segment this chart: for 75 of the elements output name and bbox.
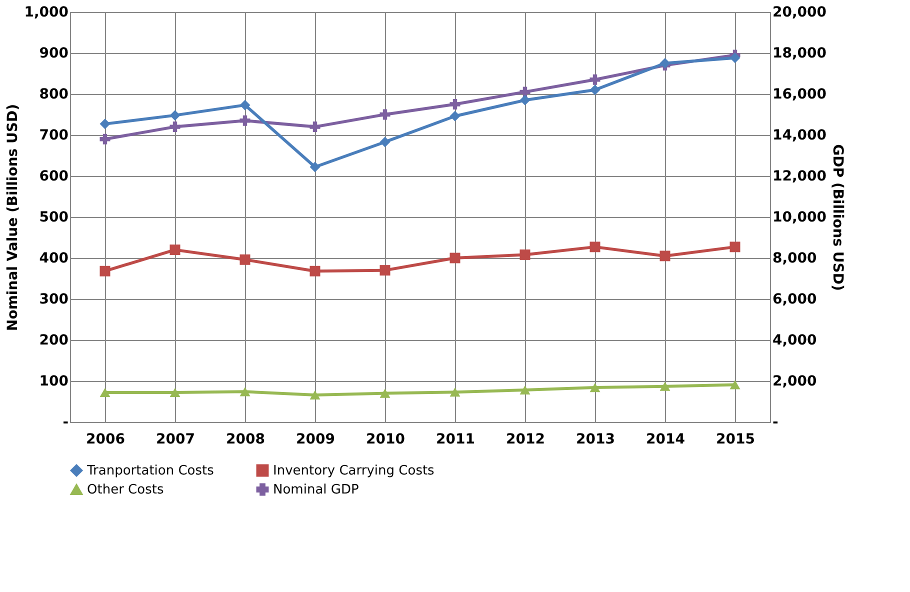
y2-tick-label: 18,000	[772, 46, 827, 62]
point	[100, 134, 110, 144]
point	[310, 390, 320, 400]
point	[520, 249, 530, 260]
point	[450, 99, 460, 110]
y-tick-label: 500	[39, 210, 69, 226]
y-tick-label: 800	[39, 86, 69, 102]
y2-tick-label: 4,000	[772, 332, 818, 348]
point	[660, 58, 670, 68]
x-tick-label: 2006	[86, 432, 125, 448]
point	[380, 136, 390, 148]
point	[660, 250, 670, 262]
y2-tick-label: 20,000	[772, 4, 827, 20]
point	[520, 94, 530, 106]
legend-label: Nominal GDP	[273, 482, 359, 498]
y-axis-title: Nominal Value (Billions USD)	[5, 104, 22, 331]
point	[100, 118, 110, 130]
point	[730, 242, 740, 252]
y-tick-label: 400	[39, 250, 69, 266]
point	[100, 388, 110, 398]
x-tick-label: 2010	[366, 432, 406, 448]
point	[240, 100, 250, 110]
point	[450, 252, 460, 264]
point	[590, 84, 600, 96]
y2-tick-label: 2,000	[772, 374, 818, 390]
point	[590, 242, 600, 252]
legend-label: Other Costs	[87, 482, 164, 498]
point	[590, 74, 600, 85]
y-tick-label: 600	[39, 168, 69, 184]
point	[380, 265, 390, 276]
point	[660, 382, 670, 391]
point	[170, 110, 180, 121]
y2-tick-label: 16,000	[772, 86, 827, 102]
point	[240, 115, 250, 126]
point	[170, 122, 180, 132]
x-tick-label: 2015	[716, 432, 755, 448]
point	[240, 387, 250, 396]
point	[730, 52, 740, 64]
y-tick-label: 700	[39, 128, 69, 144]
y2-tick-label: 6,000	[772, 292, 818, 308]
x-tick-label: 2013	[576, 432, 615, 448]
point	[450, 388, 460, 397]
y2-tick-label: 8,000	[772, 250, 818, 266]
point	[100, 266, 110, 276]
y-tick-label: -	[62, 414, 69, 430]
x-tick-label: 2012	[506, 432, 545, 448]
legend-label: Inventory Carrying Costs	[273, 464, 435, 479]
x-tick-label: 2014	[646, 432, 686, 448]
x-tick-label: 2011	[436, 432, 475, 448]
y2-tick-label: 14,000	[772, 128, 827, 144]
point	[380, 388, 390, 398]
y2-axis-title: GDP (Billions USD)	[830, 144, 846, 291]
y-tick-label: 1,000	[24, 4, 69, 20]
point	[590, 383, 600, 392]
point	[450, 110, 460, 122]
point	[170, 388, 180, 398]
x-tick-label: 2007	[156, 432, 195, 448]
y-tick-label: 900	[39, 46, 69, 62]
point	[170, 244, 180, 256]
x-tick-label: 2008	[226, 432, 265, 448]
point	[240, 254, 250, 265]
y-tick-label: 200	[39, 332, 69, 348]
y2-tick-label: -	[772, 414, 778, 430]
y-tick-label: 300	[39, 292, 69, 308]
x-tick-label: 2009	[296, 432, 335, 448]
point	[380, 109, 390, 120]
y2-tick-label: 10,000	[772, 210, 827, 226]
point	[310, 162, 320, 172]
point	[520, 385, 530, 395]
legend-label: Tranportation Costs	[86, 464, 214, 479]
point	[310, 122, 320, 132]
point	[310, 266, 320, 276]
y2-tick-label: 12,000	[772, 168, 827, 184]
y-tick-label: 100	[39, 374, 69, 390]
point	[730, 380, 740, 390]
